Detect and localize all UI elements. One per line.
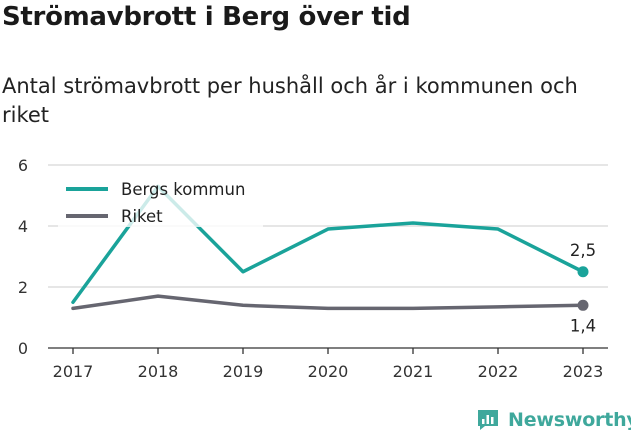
y-tick-label: 6 xyxy=(18,156,28,175)
y-tick-label: 0 xyxy=(18,339,28,358)
x-tick-label: 2017 xyxy=(53,362,94,381)
series-end-point xyxy=(577,299,589,311)
brand-logo: Newsworthy xyxy=(476,408,631,432)
x-tick-label: 2018 xyxy=(138,362,179,381)
x-tick-label: 2022 xyxy=(478,362,519,381)
x-tick-label: 2020 xyxy=(308,362,349,381)
brand-name: Newsworthy xyxy=(508,409,631,431)
legend-background xyxy=(58,175,263,227)
series-line-riket xyxy=(71,294,585,311)
line-chart: 0 2 4 6 2017 2018 2019 2020 2021 2022 2023 Bergs ko… xyxy=(18,156,608,381)
series-end-label: 1,4 xyxy=(570,316,596,335)
x-tick-label: 2021 xyxy=(393,362,434,381)
x-tick-label: 2019 xyxy=(223,362,264,381)
legend-label: Bergs kommun xyxy=(121,180,245,199)
chart-title: Strömavbrott i Berg över tid xyxy=(2,2,411,32)
y-tick-label: 4 xyxy=(18,217,28,236)
legend-label: Riket xyxy=(121,207,163,226)
x-tick-label: 2023 xyxy=(563,362,604,381)
series-end-point xyxy=(577,266,589,278)
y-tick-label: 2 xyxy=(18,278,28,297)
chart-subtitle: Antal strömavbrott per hushåll och år i … xyxy=(2,74,578,127)
newsworthy-logo-icon xyxy=(478,410,498,430)
series-end-label: 2,5 xyxy=(570,241,596,260)
